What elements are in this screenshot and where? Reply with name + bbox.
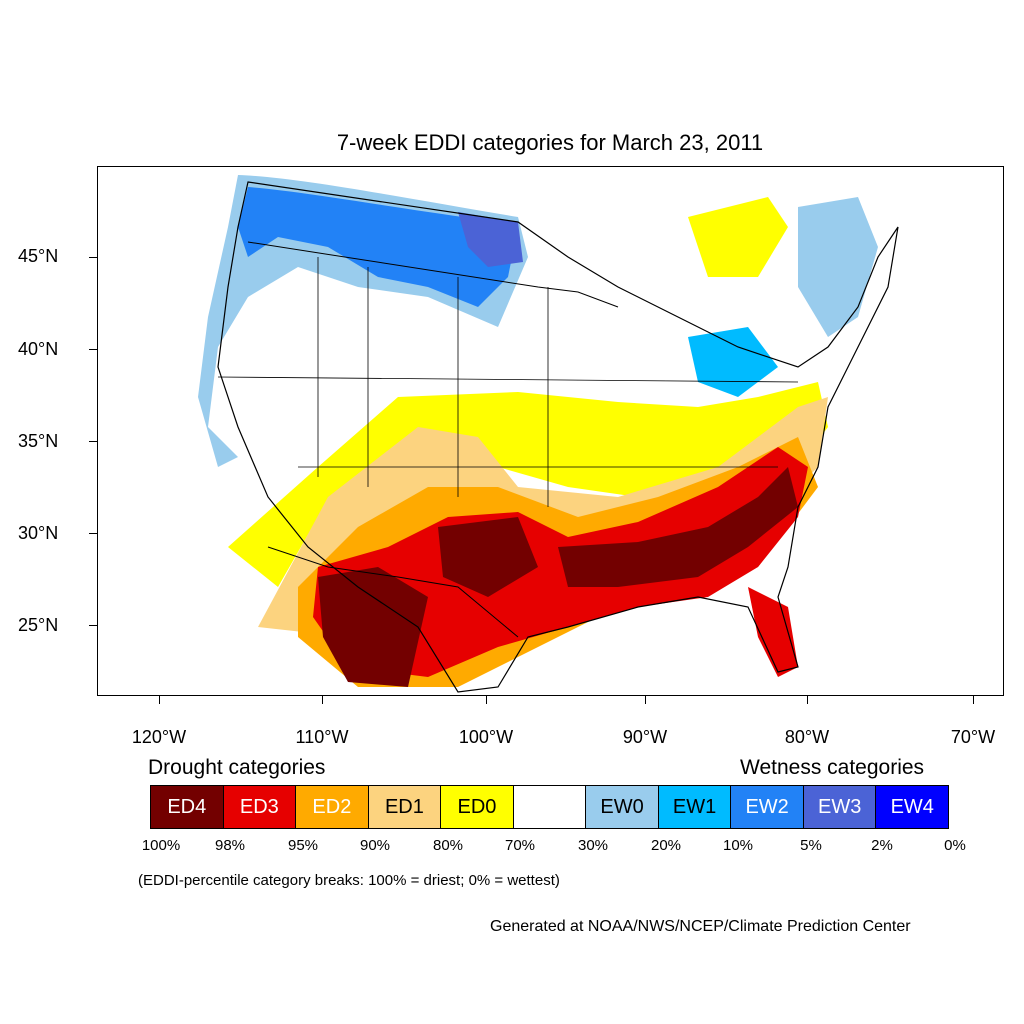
legend-cell-ew2: EW2 [731, 786, 804, 828]
legend-cell-ed3: ED3 [223, 786, 297, 828]
lat-tick [89, 441, 97, 442]
break-label: 95% [287, 837, 319, 854]
wet-region-northeast [798, 197, 878, 337]
us-outline [217, 181, 899, 693]
break-label: 90% [359, 837, 391, 854]
lon-label-120: 120°W [131, 727, 187, 747]
break-label: 5% [800, 837, 822, 854]
legend-cell-ew3: EW3 [803, 786, 877, 828]
break-label: 30% [577, 837, 609, 854]
lat-tick [89, 533, 97, 534]
legend-note: (EDDI-percentile category breaks: 100% =… [138, 872, 560, 889]
lat-tick [89, 349, 97, 350]
dry-region-northeast-ed0 [688, 197, 788, 277]
credit-line: Generated at NOAA/NWS/NCEP/Climate Predi… [490, 918, 911, 935]
dry-region-ed3 [313, 447, 808, 677]
lat-label-35: 35°N [18, 431, 59, 451]
drought-categories-title: Drought categories [148, 756, 326, 779]
wetness-categories-title: Wetness categories [740, 756, 925, 779]
dry-region-ed4-south [558, 467, 798, 587]
lon-label-100: 100°W [458, 727, 514, 747]
lon-tick [486, 696, 487, 704]
lon-label-80: 80°W [784, 727, 830, 747]
lat-label-40: 40°N [18, 339, 59, 359]
break-label: 80% [432, 837, 464, 854]
map-frame [97, 166, 1004, 696]
legend-cell-ed0: ED0 [441, 786, 514, 828]
lat-label-45: 45°N [18, 246, 59, 266]
legend-cell-ew4: EW4 [876, 786, 949, 828]
lon-tick [159, 696, 160, 704]
legend-cell-ew1: EW1 [658, 786, 732, 828]
legend-cell-ed2: ED2 [296, 786, 369, 828]
break-label: 70% [504, 837, 536, 854]
lon-tick [807, 696, 808, 704]
break-label: 0% [944, 837, 966, 854]
lon-tick [322, 696, 323, 704]
map-title: 7-week EDDI categories for March 23, 201… [336, 130, 764, 155]
dry-region-florida [748, 587, 798, 677]
lon-label-70: 70°W [950, 727, 996, 747]
wet-region-great-lakes [688, 327, 778, 397]
dry-region-ed4-texas [438, 517, 538, 597]
state-line-5 [217, 376, 799, 383]
lat-label-25: 25°N [18, 615, 59, 635]
break-label: 2% [871, 837, 893, 854]
lon-label-90: 90°W [622, 727, 668, 747]
wet-region-core [238, 187, 518, 307]
dry-region-ed4-west [318, 567, 428, 687]
lat-tick [89, 625, 97, 626]
lon-label-110: 110°W [295, 727, 349, 747]
legend-color-bar: ED4 ED3 ED2 ED1 ED0 EW0 EW1 EW2 EW3 EW4 [150, 785, 949, 829]
break-label: 98% [214, 837, 246, 854]
lon-tick [645, 696, 646, 704]
eddi-map [198, 175, 899, 693]
wet-region-strong [458, 212, 523, 267]
legend-cell-normal [513, 786, 587, 828]
dry-region-ed0 [228, 382, 828, 587]
canada-border [247, 241, 619, 308]
lon-tick [973, 696, 974, 704]
break-label: 100% [141, 837, 181, 854]
legend-cell-ew0: EW0 [586, 786, 659, 828]
legend-cell-ed1: ED1 [368, 786, 442, 828]
lat-label-30: 30°N [18, 523, 59, 543]
break-label: 20% [650, 837, 682, 854]
legend-cell-ed4: ED4 [151, 786, 224, 828]
break-label: 10% [722, 837, 754, 854]
lat-tick [89, 257, 97, 258]
mexico-border [267, 546, 519, 638]
